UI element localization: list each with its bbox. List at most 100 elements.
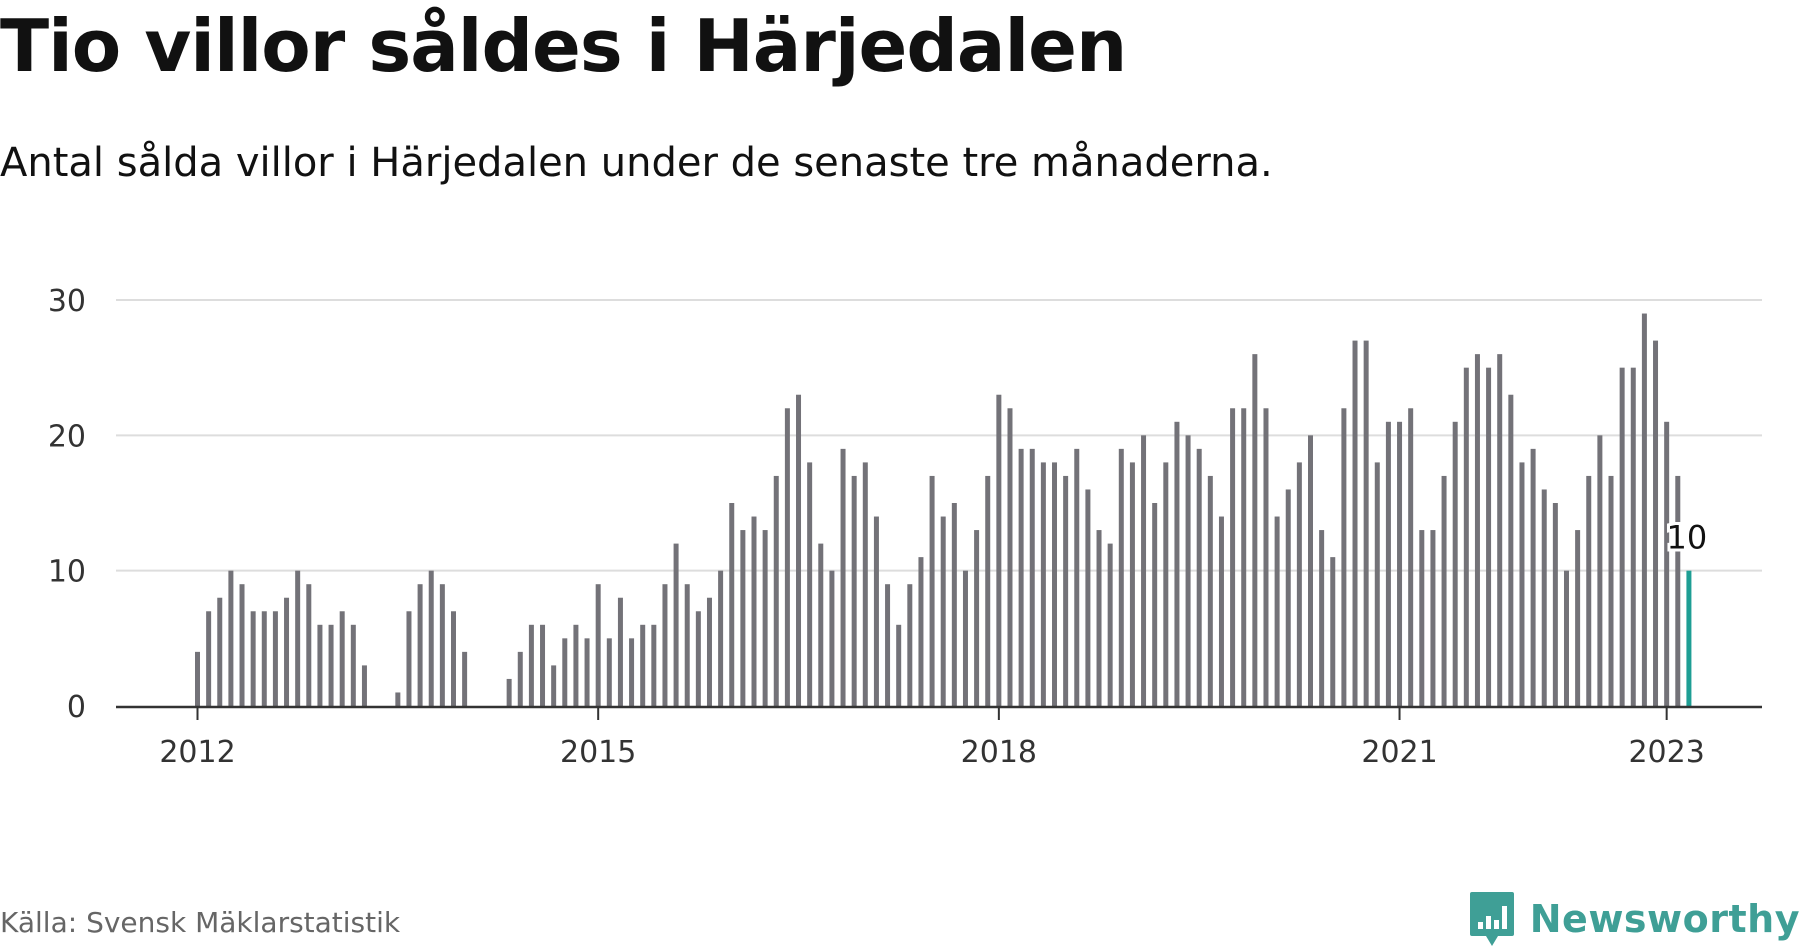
bar: [907, 584, 913, 706]
bar: [595, 584, 601, 706]
bar: [1141, 435, 1147, 706]
bar: [562, 638, 568, 706]
bar: [840, 448, 846, 706]
brand-name: Newsworthy: [1529, 897, 1800, 941]
bar: [695, 611, 701, 706]
highlight-value-label: 10: [1667, 519, 1708, 557]
bar: [1163, 462, 1169, 706]
bar: [1653, 340, 1659, 706]
bar: [306, 584, 312, 706]
gridlines: [116, 299, 1762, 572]
bar: [851, 475, 857, 706]
bar: [1608, 475, 1614, 706]
bar: [1408, 408, 1414, 706]
bar: [1597, 435, 1603, 706]
bar: [1096, 530, 1102, 706]
bar: [1541, 489, 1547, 706]
annotations: 10: [1664, 516, 1711, 560]
bar: [1218, 516, 1224, 706]
chart-subtitle: Antal sålda villor i Härjedalen under de…: [0, 140, 1273, 186]
bar: [1397, 421, 1403, 706]
bar: [1063, 475, 1069, 706]
bar: [1474, 354, 1480, 706]
bar: [1185, 435, 1191, 706]
bar: [729, 503, 735, 706]
bar: [1029, 448, 1035, 706]
chart-title: Tio villor såldes i Härjedalen: [0, 4, 1127, 88]
bar: [1586, 475, 1592, 706]
bar: [962, 570, 968, 706]
bar: [1363, 340, 1369, 706]
bar: [1308, 435, 1313, 706]
newsworthy-bar-chart-icon: [1469, 892, 1514, 946]
source-note: Källa: Svensk Mäklarstatistik: [0, 906, 401, 939]
bar: [1441, 475, 1447, 706]
bar: [818, 543, 824, 706]
bar: [1052, 462, 1058, 706]
bar: [751, 516, 757, 706]
y-tick-label: 30: [48, 284, 86, 319]
bar: [528, 624, 534, 706]
bar: [406, 611, 412, 706]
bar: [1040, 462, 1046, 706]
bar: [1463, 367, 1469, 706]
y-tick-label: 20: [48, 419, 86, 454]
x-tick-label: 2021: [1361, 735, 1437, 770]
bar: [640, 624, 646, 706]
bar: [773, 475, 779, 706]
bar: [829, 570, 835, 706]
bar: [862, 462, 868, 706]
bar: [896, 624, 902, 706]
bar: [807, 462, 813, 706]
bar: [1296, 462, 1302, 706]
brand-logo[interactable]: Newsworthy: [1468, 888, 1800, 950]
bar: [1174, 421, 1180, 706]
bar: [951, 503, 957, 706]
bar: [272, 611, 278, 706]
bar: [1330, 557, 1336, 706]
bar: [885, 584, 891, 706]
bar: [1497, 354, 1503, 706]
bar: [1285, 489, 1291, 706]
bar: [250, 611, 256, 706]
x-tick-label: 2012: [159, 735, 235, 770]
bar: [617, 597, 623, 706]
bar: [417, 584, 423, 706]
y-tick-label: 0: [67, 690, 86, 725]
bar: [1341, 408, 1347, 706]
bar: [1630, 367, 1636, 706]
bar: [1374, 462, 1380, 706]
bar: [1352, 340, 1358, 706]
bar: [1530, 448, 1536, 706]
bar: [996, 394, 1002, 706]
bar: [1675, 475, 1681, 706]
bar: [1430, 530, 1436, 706]
bar: [1152, 503, 1158, 706]
bar: [673, 543, 679, 706]
bar-highlight: [1686, 570, 1692, 706]
bar: [1129, 462, 1135, 706]
bar: [1563, 570, 1569, 706]
bar: [239, 584, 245, 706]
x-tick-label: 2018: [961, 735, 1037, 770]
bar: [517, 651, 523, 706]
bar: [462, 651, 468, 706]
x-tick-label: 2023: [1628, 735, 1704, 770]
bar: [796, 394, 802, 706]
bar: [1552, 503, 1558, 706]
bar: [1452, 421, 1458, 706]
bar: [450, 611, 456, 706]
bar: [1018, 448, 1024, 706]
bar: [1419, 530, 1425, 706]
bar: [1486, 367, 1492, 706]
bar: [1619, 367, 1625, 706]
bar: [1085, 489, 1091, 706]
bar: [762, 530, 768, 706]
bar: [1664, 421, 1670, 706]
bar: [1230, 408, 1236, 706]
bar: [706, 597, 712, 706]
bar: [718, 570, 724, 706]
y-axis-ticks: 0 10 20 30: [48, 284, 86, 725]
bar: [540, 624, 546, 706]
bar: [551, 665, 557, 706]
